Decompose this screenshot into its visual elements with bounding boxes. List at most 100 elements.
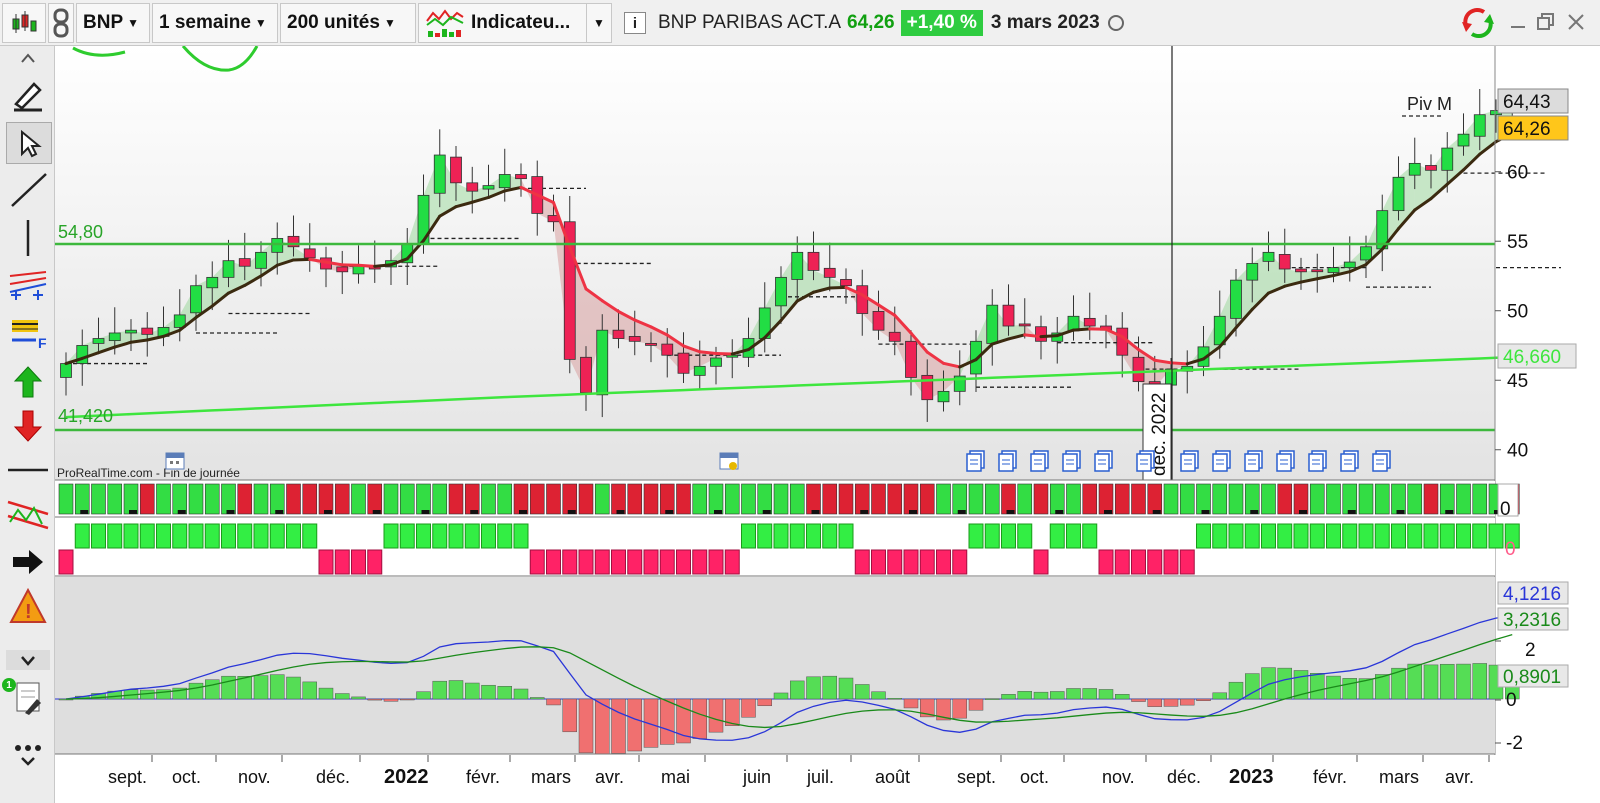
candle-body [1018, 323, 1031, 327]
macd-histogram-bar [172, 687, 187, 700]
indicators-selector[interactable]: Indicateu... [418, 3, 610, 43]
indicator-1-bar [611, 483, 626, 515]
macd-histogram-bar [1180, 698, 1195, 706]
pencil-tool[interactable] [6, 74, 50, 114]
trend-channel-tool[interactable] [6, 494, 50, 534]
indicator-1-bar [1358, 483, 1374, 515]
link-button[interactable] [48, 3, 74, 43]
price-chart[interactable]: 54,80 41,420 déc. 2022 ProRealTime.com -… [55, 46, 1600, 803]
candle-body [1457, 133, 1470, 147]
ema-segment [1397, 208, 1417, 231]
ema-line [64, 131, 1514, 369]
ema-segment [1104, 327, 1124, 339]
ema-segment [1478, 140, 1498, 156]
ema-segment [487, 189, 507, 199]
macd-label-green: 3,2316 [1503, 610, 1561, 631]
horizontal-level-icon: F [12, 320, 47, 351]
indicator-1-bar [1098, 483, 1114, 515]
calendar-event-icon[interactable] [165, 452, 185, 470]
time-axis[interactable] [55, 755, 1600, 803]
macd-histogram-bar [335, 693, 350, 700]
x-tick-label: 2022 [384, 766, 429, 788]
indicator-1-bar [383, 483, 399, 515]
ema-segment [568, 245, 588, 291]
indicator-1-bar [58, 483, 74, 515]
indicator-2-block-down [562, 549, 578, 575]
horizontal-level-tool[interactable]: F [6, 314, 50, 354]
macd-histogram-bar [1082, 688, 1097, 700]
vertical-line-tool[interactable] [6, 218, 50, 258]
document-icon [1244, 450, 1263, 472]
sell-arrow-tool[interactable] [6, 406, 50, 446]
macd-histogram-bar [708, 698, 724, 733]
fibonacci-tool[interactable] [6, 266, 50, 306]
macd-histogram-bar [1001, 694, 1016, 700]
restore-button[interactable] [1536, 12, 1556, 32]
calendar-event-icon[interactable] [719, 452, 739, 470]
price-axis[interactable]: 60 55 50 45 40 [1495, 163, 1528, 462]
candle-body [937, 390, 950, 403]
indicator-2-block-up [1228, 523, 1244, 549]
indicator-1-bar [562, 483, 578, 515]
indicator-2-block-down [1179, 549, 1195, 575]
instrument-name: BNP PARIBAS ACT.A [658, 12, 842, 33]
ema-segment [324, 260, 344, 267]
symbol-selector[interactable]: BNP ▼ [76, 3, 150, 43]
macd-histogram-bar [692, 698, 707, 739]
cursor-tool[interactable] [6, 122, 52, 164]
ema-segment [145, 334, 165, 342]
indicator-1-marker [860, 510, 869, 514]
minimize-button[interactable] [1508, 12, 1528, 32]
buy-arrow-tool[interactable] [6, 362, 50, 402]
indicator-2-block-up [513, 523, 529, 549]
info-icon[interactable]: i [624, 12, 646, 34]
horizontal-line-tool[interactable] [6, 450, 50, 490]
period-selector[interactable]: 1 semaine ▼ [152, 3, 278, 43]
close-icon [1568, 14, 1584, 30]
vertical-line-icon [26, 220, 30, 256]
macd-histogram-bar [920, 698, 935, 718]
alert-tool[interactable]: ! [6, 586, 50, 626]
candle-body [125, 329, 137, 334]
indicator-1-bar [773, 483, 789, 515]
units-selector[interactable]: 200 unités ▼ [280, 3, 416, 43]
x-tick-label: mars [1379, 767, 1419, 787]
indicator-2-block-up [1293, 523, 1309, 549]
ema-segment [1299, 277, 1319, 284]
indicator-1-bar [1391, 483, 1406, 515]
indicator-2-block-up [984, 523, 1000, 549]
chart-type-button[interactable] [2, 3, 46, 43]
indicator-2-block-up [1342, 523, 1358, 549]
close-button[interactable] [1566, 12, 1586, 32]
indicators-dropdown[interactable]: ▼ [586, 3, 612, 43]
macd-histogram-bar [773, 692, 789, 700]
price-panel[interactable]: 54,80 41,420 déc. 2022 ProRealTime.com -… [55, 46, 1561, 481]
candle-body [433, 154, 446, 194]
indicator-1-bar [221, 483, 236, 515]
tools-panel-button[interactable]: 1 [2, 678, 50, 718]
candle-body [905, 340, 917, 378]
order-arrow-tool[interactable] [6, 542, 50, 582]
macd-panel[interactable]: 2 [58, 615, 1536, 755]
document-icons[interactable] [966, 450, 1391, 472]
refresh-button[interactable] [1458, 6, 1498, 40]
sidebar-collapse[interactable] [6, 650, 50, 670]
document-icon [1340, 450, 1359, 472]
indicator-1-marker [1250, 510, 1259, 514]
indicator-1-bar [936, 483, 951, 515]
indicator-1-bar [1212, 483, 1228, 515]
candle-body [872, 311, 885, 331]
sidebar-scroll-up[interactable] [6, 48, 50, 68]
indicator-2-block-up [1017, 523, 1033, 549]
indicator-1-bar [318, 483, 334, 515]
macd-histogram-bar [1115, 694, 1130, 700]
indicator-2-block-up [464, 523, 480, 549]
macd-histogram-bar [838, 677, 854, 700]
indicator-1-marker [1006, 510, 1015, 514]
more-tools-button[interactable] [6, 738, 50, 768]
drawn-curve[interactable] [72, 46, 259, 72]
ema-segment [763, 318, 783, 340]
candle-body [823, 267, 836, 278]
indicator-2-block-down [367, 549, 383, 575]
line-tool[interactable] [6, 170, 50, 210]
